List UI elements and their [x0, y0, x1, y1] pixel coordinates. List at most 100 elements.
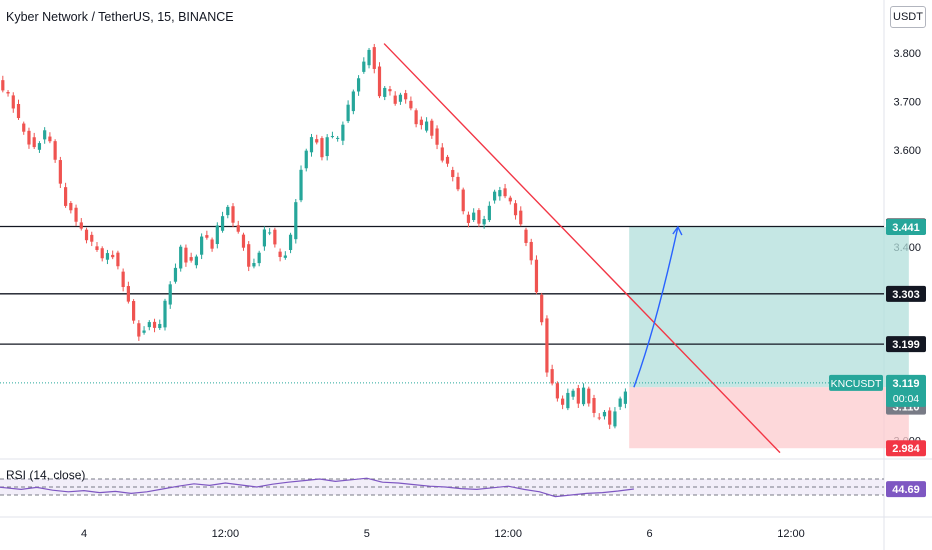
candle-body [550, 369, 554, 384]
candle-body [362, 61, 366, 72]
candle-body [388, 89, 392, 92]
candle-body [262, 229, 267, 247]
rsi-value-tag: 44.69 [892, 484, 920, 496]
current-price-tag-bg [886, 374, 926, 407]
candle-body [555, 383, 559, 399]
candle-body [205, 235, 209, 238]
x-tick-label: 12:00 [212, 528, 240, 540]
candle-body [482, 219, 486, 225]
candle-body [16, 104, 21, 119]
candle-body [545, 318, 549, 373]
candle-body [278, 251, 282, 257]
candle-body [409, 100, 413, 109]
candle-body [37, 143, 42, 150]
candle-body [398, 94, 403, 102]
candle-body [132, 301, 136, 321]
candle-body [288, 234, 293, 251]
candle-body [79, 222, 83, 229]
candle-body [513, 203, 518, 216]
candle-body [53, 141, 57, 160]
candle-body [32, 137, 36, 148]
candle-body [566, 392, 570, 409]
symbol-tag-bg [829, 374, 883, 391]
candle-body [121, 271, 125, 288]
candle-body [424, 121, 429, 131]
candle-body [529, 241, 533, 261]
loss-zone [629, 387, 909, 449]
x-tick-label: 6 [647, 528, 653, 540]
candle-body [168, 284, 172, 305]
candle-body [158, 323, 162, 329]
rsi-value-tag-bg [886, 481, 926, 498]
candle-body [540, 294, 544, 323]
candle-body [367, 49, 371, 66]
y-tick-label: 3.600 [893, 145, 921, 157]
candle-body [435, 128, 439, 145]
candle-body [226, 206, 230, 216]
candle-body [299, 169, 303, 201]
candle-body [116, 252, 120, 267]
candle-body [581, 387, 586, 405]
candle-body [451, 169, 455, 178]
candle-body [210, 239, 214, 249]
candle-body [330, 136, 335, 138]
candle-body [524, 229, 528, 243]
candle-body [325, 137, 329, 157]
currency-unit-button[interactable]: USDT [890, 6, 926, 28]
profit-zone [629, 227, 909, 388]
stop-tag-bg [886, 440, 926, 457]
target-tag: 3.441 [892, 222, 920, 234]
candle-body [194, 256, 198, 266]
candle-body [43, 130, 47, 140]
candle-body [200, 236, 204, 255]
y-tick-label: 3.800 [893, 48, 921, 60]
candle-body [623, 391, 627, 404]
candle-body [503, 188, 507, 197]
candle-body [472, 212, 476, 221]
candle-body [126, 286, 130, 302]
candle-body [220, 216, 225, 231]
candle-body [6, 91, 10, 94]
candle-body [477, 210, 481, 224]
target-tag-bg [886, 219, 926, 236]
candle-body [189, 257, 193, 261]
candle-body [74, 207, 78, 222]
level-tag-support-bg [886, 336, 926, 353]
x-tick-label: 5 [364, 528, 370, 540]
candle-body [105, 253, 110, 260]
candle-body [137, 323, 141, 337]
candle-body [414, 110, 418, 125]
candle-body [268, 232, 272, 234]
candle-body [587, 388, 591, 404]
symbol-tag: KNCUSDT [831, 378, 882, 390]
candle-body [1, 80, 5, 91]
candle-body [252, 263, 256, 267]
candle-body [215, 225, 219, 245]
candle-body [69, 203, 73, 211]
candle-body [142, 330, 146, 333]
candle-body [602, 411, 607, 417]
candle-body [519, 210, 523, 225]
candle-body [90, 234, 94, 242]
candle-body [561, 398, 565, 405]
rsi-line [0, 477, 634, 498]
candle-body [304, 150, 308, 169]
candle-body [315, 139, 319, 143]
candle-body [419, 119, 423, 126]
rsi-legend-label: RSI (14, close) [6, 468, 86, 482]
candle-body [461, 189, 465, 212]
forecast-arrowhead [672, 225, 683, 236]
candle-body [445, 156, 450, 164]
forecast-arrow-line [633, 226, 679, 388]
candle-body [346, 104, 350, 122]
current-price-tag: 3.119 [893, 378, 920, 390]
candle-body [257, 252, 261, 264]
candle-body [231, 206, 235, 223]
candle-body [393, 95, 397, 104]
candle-body [383, 87, 387, 97]
candle-body [618, 398, 622, 407]
candle-body [283, 255, 287, 258]
candle-body [356, 78, 361, 92]
